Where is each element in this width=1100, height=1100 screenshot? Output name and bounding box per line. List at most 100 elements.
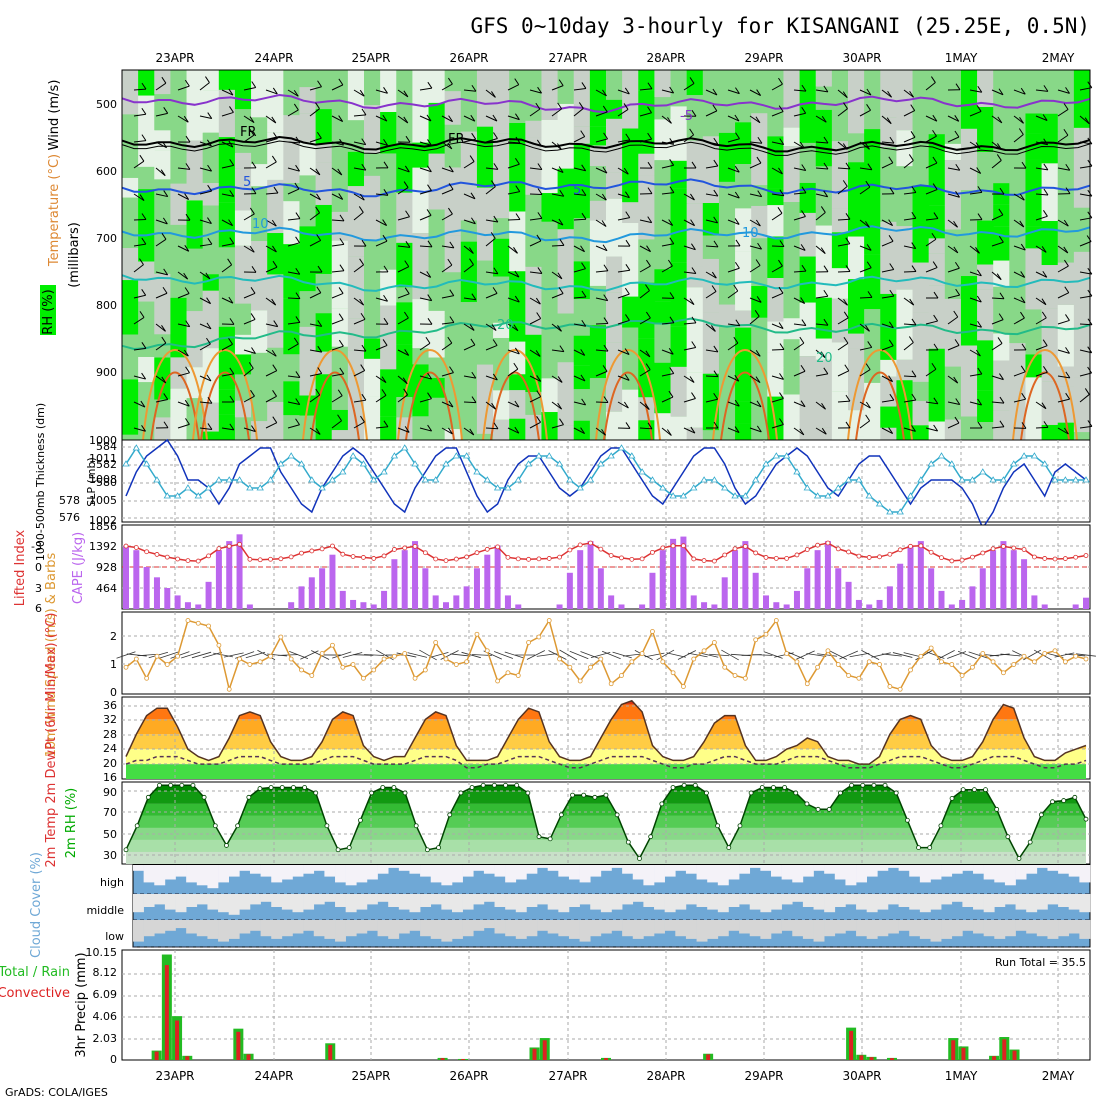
cloud-high-13 <box>271 865 283 883</box>
barb-staff <box>815 401 826 410</box>
barb-flag <box>932 183 938 190</box>
barb-flag <box>315 206 321 214</box>
rh-cell <box>815 225 833 298</box>
barb-staff <box>881 345 894 351</box>
barb-flag <box>536 234 542 242</box>
barb-staff <box>925 82 936 91</box>
barb-staff <box>353 318 366 325</box>
barb-flag <box>757 190 763 197</box>
cloud-middle-18 <box>324 894 336 902</box>
temp-tick-20: 20 <box>103 757 117 770</box>
thickness-point-40 <box>535 452 543 459</box>
barb-flag <box>845 162 851 170</box>
barb-staff <box>463 375 476 379</box>
cloud-low-4 <box>175 920 187 929</box>
rh-cell <box>670 366 688 417</box>
cape-bar-6 <box>184 602 191 609</box>
cape-bar-26 <box>391 559 398 609</box>
rh-cell <box>476 260 494 332</box>
cloud-middle-86 <box>1047 894 1059 905</box>
rh2m-point-27 <box>424 847 430 853</box>
barb-staff <box>133 193 145 201</box>
wind-barb-27 <box>407 652 428 658</box>
cloud-high-62 <box>792 865 804 883</box>
barb-staff <box>749 162 762 169</box>
wind-speed-point-86 <box>1011 662 1017 667</box>
cape-bar-81 <box>959 599 966 609</box>
rh-cell <box>928 70 946 135</box>
barb-flag <box>448 207 453 215</box>
rh-cell <box>541 119 559 194</box>
barb-flag <box>645 363 651 370</box>
thickness-point-45 <box>586 476 595 483</box>
barb-flag <box>139 154 145 162</box>
top-date-1: 24APR <box>254 51 293 65</box>
rh-cell <box>251 186 268 242</box>
thickness-point-87 <box>1020 452 1028 459</box>
barb-flag <box>668 219 674 226</box>
barb-flag <box>1020 311 1025 319</box>
barb-staff <box>309 349 322 353</box>
barb-staff <box>441 401 454 408</box>
barb-flag <box>933 291 939 299</box>
barb-staff <box>441 115 453 123</box>
barb-staff <box>309 394 321 403</box>
barb-flag <box>668 347 674 355</box>
barb-staff <box>1035 215 1048 221</box>
barb-flag <box>251 81 257 88</box>
lifted-index-point-16 <box>288 554 294 560</box>
lifted-index-point-50 <box>639 556 645 562</box>
barb-flag <box>644 403 650 410</box>
barb-flag <box>954 115 960 122</box>
barb-flag <box>800 244 806 251</box>
barb-staff <box>485 292 498 299</box>
barb-flag <box>800 400 806 407</box>
rh-cell <box>444 315 462 378</box>
cloud-middle-89 <box>1079 894 1091 913</box>
barb-flag <box>382 219 388 226</box>
rh-cell <box>589 285 607 326</box>
cloud-low-27 <box>420 920 432 937</box>
cloud-middle-56 <box>728 894 740 907</box>
rh-cell <box>928 205 946 239</box>
lifted-index-point-2 <box>144 549 150 555</box>
rh-cell <box>154 222 171 274</box>
rh-cell <box>315 70 333 110</box>
thickness-point-35 <box>483 476 491 483</box>
barb-staff <box>969 323 982 328</box>
cape-bar-10 <box>226 541 233 609</box>
wind-barbs <box>133 76 1093 436</box>
barb-staff <box>375 193 388 196</box>
cloud-low-38 <box>537 920 548 931</box>
barb-flag <box>845 394 851 402</box>
wind-barb-82 <box>1000 653 1021 657</box>
barb-flag <box>1019 117 1024 124</box>
barb-flag <box>689 298 695 305</box>
barb-flag <box>955 83 961 90</box>
barb-flag <box>471 371 477 379</box>
barb-staff <box>705 110 718 117</box>
rh-cell <box>202 90 220 133</box>
rh2m-point-18 <box>324 823 330 829</box>
temp-contour-5 <box>121 178 1091 198</box>
thickness-point-39 <box>524 460 533 467</box>
temp-series <box>125 699 1087 769</box>
wind-barb-74 <box>915 649 934 661</box>
rh-cell <box>186 283 204 312</box>
cape-bar-24 <box>370 604 377 609</box>
barb-staff <box>419 245 433 248</box>
barb-flag <box>558 166 564 173</box>
cloud-middle-50 <box>664 894 676 913</box>
rh2m-point-8 <box>212 823 218 829</box>
rh-cell <box>331 152 349 212</box>
barb-staff <box>265 323 278 328</box>
rh-cell <box>638 175 655 240</box>
rh-cell <box>815 297 833 339</box>
wind-speed-point-26 <box>391 653 397 659</box>
cape-bar-36 <box>494 545 501 609</box>
barb-flag <box>909 298 915 306</box>
barb-flag <box>404 260 410 267</box>
barb-staff <box>595 167 608 174</box>
barb-flag <box>162 286 168 294</box>
cloud-middle-53 <box>696 894 708 907</box>
